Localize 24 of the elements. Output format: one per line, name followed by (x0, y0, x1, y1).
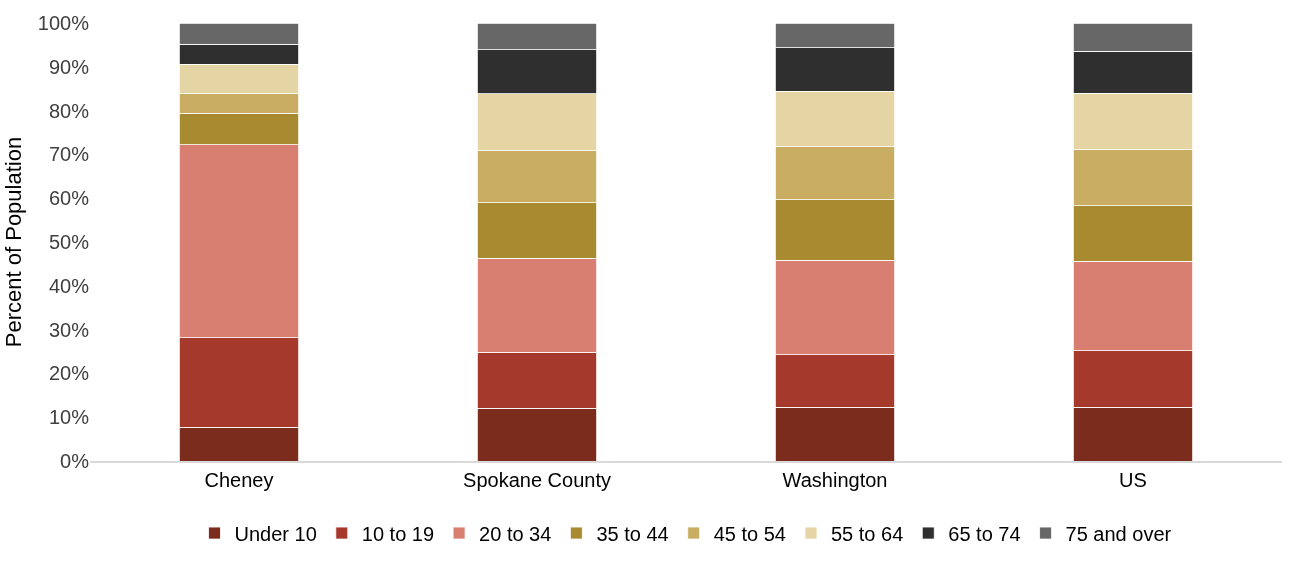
y-axis-title: Percent of Population (0, 136, 26, 348)
x-tick-label: US (1119, 468, 1147, 491)
y-tick-label: 60% (48, 187, 90, 210)
y-tick-label: 90% (48, 55, 90, 78)
y-tick-label: 20% (48, 362, 90, 385)
x-tick-label: Spokane County (463, 468, 611, 491)
legend-label: 55 to 64 (830, 522, 904, 545)
legend-label: 35 to 44 (596, 522, 669, 545)
x-tick-label: Cheney (204, 468, 274, 491)
y-tick-label: 40% (48, 274, 90, 297)
x-tick-label: Washington (782, 468, 888, 491)
legend-label: 65 to 74 (948, 522, 1021, 545)
y-tick-label: 100% (37, 12, 90, 34)
y-tick-label: 50% (48, 231, 90, 253)
y-tick-label: 10% (48, 406, 90, 429)
y-tick-label: 0% (60, 450, 90, 472)
legend-label: 20 to 34 (479, 522, 552, 545)
y-tick-label: 30% (48, 318, 90, 341)
y-tick-label: 70% (48, 143, 90, 166)
legend-label: Under 10 (234, 522, 317, 545)
legend-label: 45 to 54 (713, 522, 786, 545)
legend-label: 10 to 19 (361, 522, 435, 545)
legend-label: 75 and over (1065, 522, 1172, 545)
y-tick-label: 80% (48, 99, 90, 122)
